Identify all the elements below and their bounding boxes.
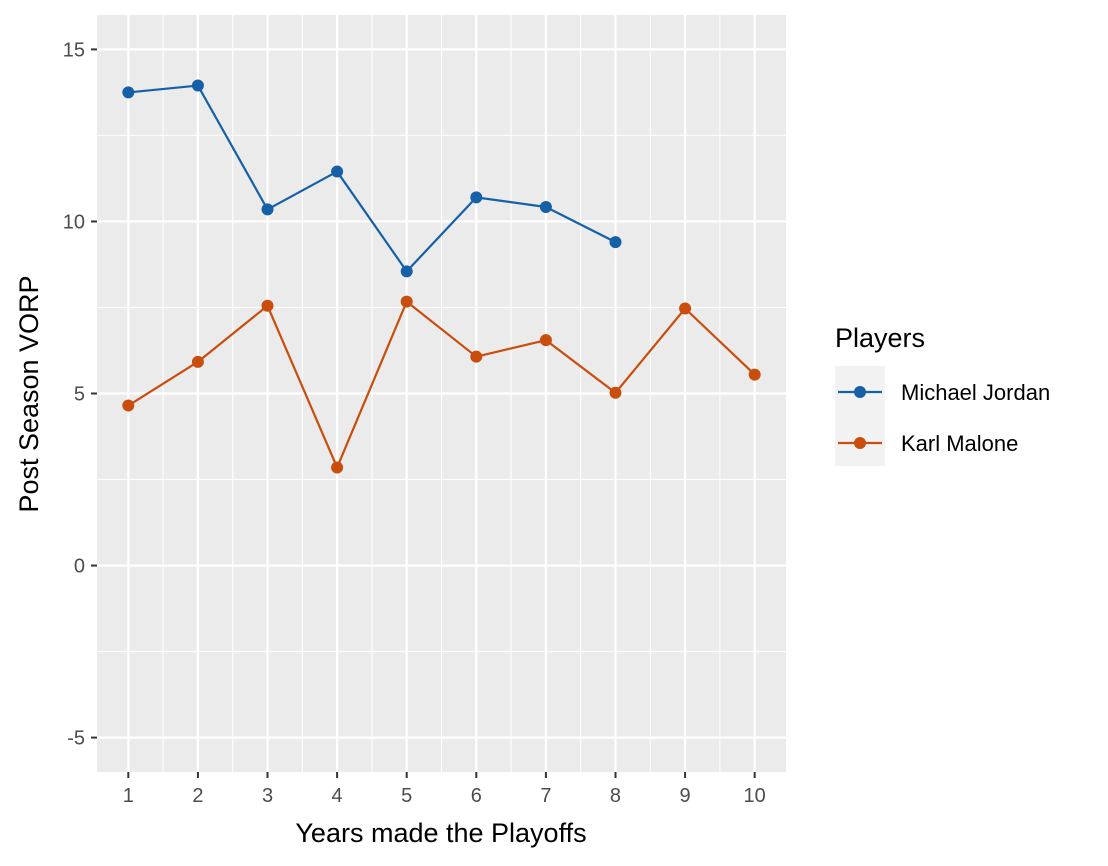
data-point-michael-jordan — [400, 265, 413, 278]
legend-label-michael-jordan: Michael Jordan — [901, 380, 1050, 405]
legend-item-karl-malone: Karl Malone — [838, 431, 1018, 456]
data-point-karl-malone — [122, 399, 135, 412]
y-tick-label: 10 — [63, 211, 85, 233]
legend-marker-michael-jordan — [854, 386, 866, 398]
y-tick-label: 5 — [74, 384, 85, 406]
data-point-michael-jordan — [331, 165, 344, 178]
data-point-karl-malone — [331, 461, 344, 474]
x-axis-tick-labels: 1 2 3 4 5 6 7 8 9 10 — [123, 785, 766, 807]
series-layer — [122, 79, 761, 474]
y-tick-label: -5 — [67, 728, 85, 750]
data-point-michael-jordan — [470, 191, 483, 204]
legend-marker-karl-malone — [854, 437, 866, 449]
legend-item-michael-jordan: Michael Jordan — [838, 380, 1050, 405]
series-line-michael-jordan — [128, 84, 616, 273]
x-tick-label: 9 — [680, 785, 691, 807]
data-point-karl-malone — [748, 368, 761, 381]
data-point-michael-jordan — [122, 86, 135, 99]
data-point-karl-malone — [400, 295, 413, 308]
major-gridlines — [97, 15, 786, 772]
data-point-michael-jordan — [191, 79, 204, 92]
legend-label-karl-malone: Karl Malone — [901, 431, 1018, 456]
x-tick-label: 2 — [192, 785, 203, 807]
axis-ticks — [91, 48, 756, 778]
data-point-karl-malone — [679, 302, 692, 315]
y-tick-label: 0 — [74, 556, 85, 578]
data-point-michael-jordan — [261, 203, 274, 216]
series-line-karl-malone — [127, 300, 756, 469]
x-tick-label: 8 — [610, 785, 621, 807]
data-point-karl-malone — [470, 350, 483, 363]
x-tick-label: 10 — [744, 785, 766, 807]
y-tick-label: 15 — [63, 39, 85, 61]
legend-key-background — [835, 366, 885, 466]
x-tick-label: 7 — [540, 785, 551, 807]
x-tick-label: 3 — [262, 785, 273, 807]
data-point-karl-malone — [539, 334, 552, 347]
x-tick-label: 5 — [401, 785, 412, 807]
legend-title: Players — [835, 323, 925, 353]
x-axis-title: Years made the Playoffs — [295, 818, 586, 848]
legend: Players Michael Jordan Karl Malone — [835, 323, 1050, 466]
data-point-michael-jordan — [539, 201, 552, 214]
data-point-karl-malone — [261, 299, 274, 312]
x-tick-label: 1 — [123, 785, 134, 807]
y-axis-title: Post Season VORP — [14, 275, 44, 512]
y-axis-tick-labels: -5 0 5 10 15 — [63, 39, 85, 749]
data-point-karl-malone — [609, 386, 622, 399]
x-tick-label: 6 — [471, 785, 482, 807]
x-tick-label: 4 — [332, 785, 343, 807]
data-point-karl-malone — [191, 355, 204, 368]
data-point-michael-jordan — [609, 236, 622, 249]
